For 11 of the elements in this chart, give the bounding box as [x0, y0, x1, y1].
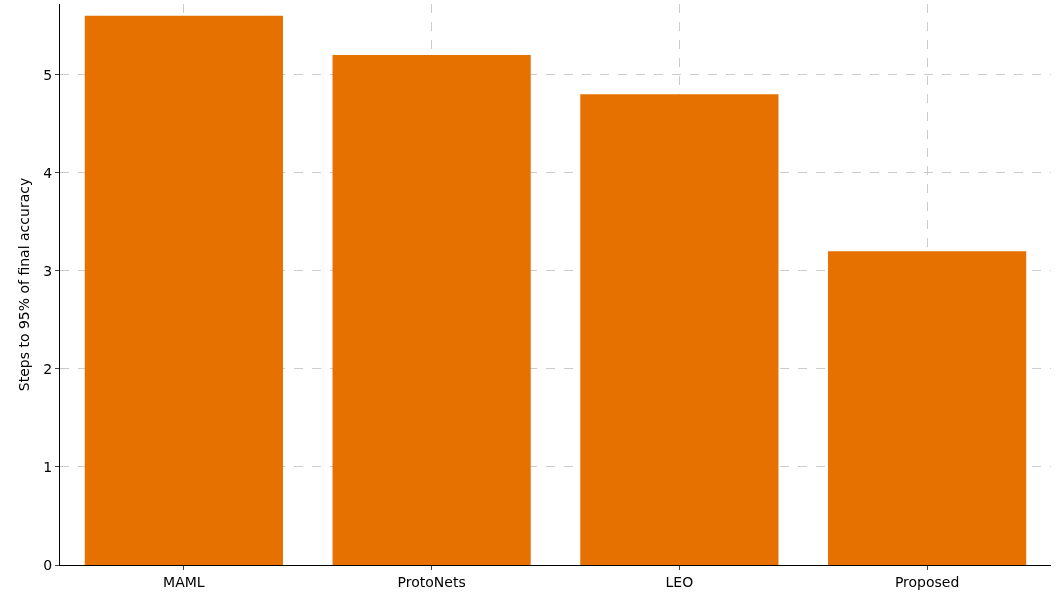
- y-axis-title: Steps to 95% of final accuracy: [15, 177, 32, 392]
- y-tick-label: 2: [43, 360, 53, 377]
- x-tick-label: ProtoNets: [397, 573, 466, 590]
- y-tick-label: 4: [43, 164, 53, 181]
- x-tick-label: MAML: [163, 573, 205, 590]
- y-tick-label: 1: [43, 458, 53, 475]
- y-tick-label: 3: [43, 262, 53, 279]
- y-tick-label: 5: [43, 66, 53, 83]
- x-tick-label: Proposed: [894, 573, 960, 590]
- x-tick-label: LEO: [665, 573, 694, 590]
- y-tick-label: 0: [43, 556, 53, 573]
